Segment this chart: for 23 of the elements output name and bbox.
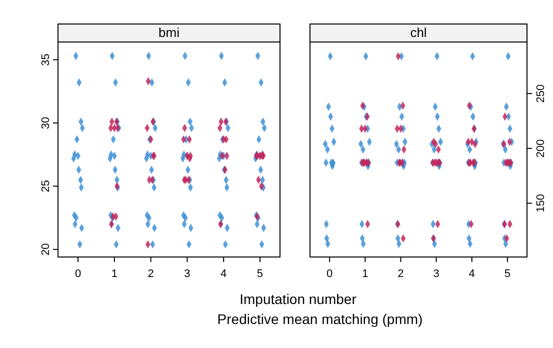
text: Predictive mean matching (pmm)	[217, 311, 423, 327]
y-tick-label: 20	[40, 243, 52, 256]
x-tick-label: 0	[326, 268, 333, 280]
y-tick-label: 25	[40, 180, 52, 192]
x-tick-label: 4	[468, 268, 475, 280]
x-tick-label: 0	[74, 268, 82, 280]
x-tick-label: 2	[148, 268, 154, 280]
x-tick-label: 3	[184, 268, 190, 280]
x-tick-label: 5	[256, 268, 264, 280]
chart-title: bmi	[158, 25, 180, 40]
y-tick-label: 30	[40, 116, 52, 130]
chart-title: chl	[410, 25, 427, 40]
x-tick-label: 3	[433, 268, 440, 280]
x-tick-label: 5	[504, 268, 510, 280]
y-tick-label: 250	[534, 84, 547, 103]
x-axis-title: Imputation number	[240, 291, 357, 307]
x-tick-label: 2	[398, 268, 404, 280]
x-tick-label: 1	[111, 268, 118, 280]
y-tick-label: 150	[534, 194, 547, 212]
x-tick-label: 4	[220, 268, 227, 280]
y-tick-label: 35	[40, 54, 52, 66]
y-tick-label: 200	[534, 139, 547, 158]
x-tick-label: 1	[362, 268, 368, 280]
